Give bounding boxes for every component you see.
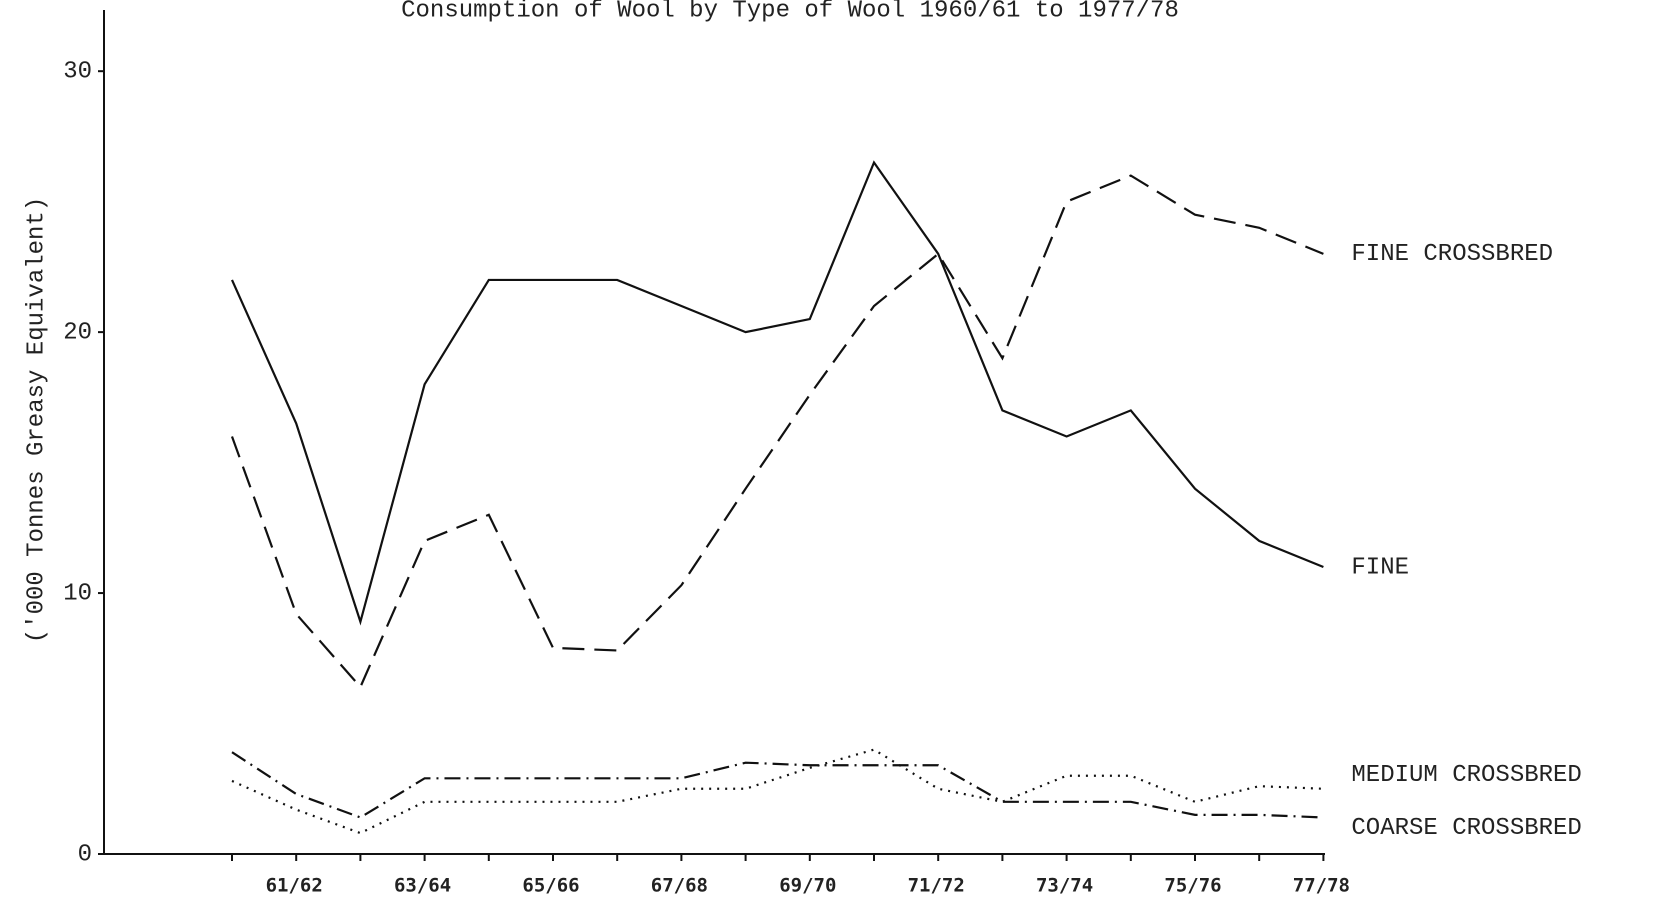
- series-line: [231, 748, 1324, 835]
- y-tick-label: 20: [63, 319, 92, 346]
- x-tick-label: 67/68: [651, 875, 708, 897]
- series-line: [230, 160, 1324, 626]
- series-label: COARSE CROSSBRED: [1351, 815, 1581, 842]
- chart-title: Consumption of Wool by Type of Wool 1960…: [401, 0, 1179, 24]
- x-tick-label: 71/72: [908, 875, 965, 897]
- y-tick-label: 0: [78, 841, 92, 868]
- series-label: FINE: [1351, 554, 1409, 581]
- series-line: [230, 174, 1324, 690]
- series-label: MEDIUM CROSSBRED: [1351, 762, 1581, 789]
- x-tick-label: 65/66: [522, 875, 579, 897]
- x-tick-label: 69/70: [779, 875, 836, 897]
- x-tick-label: 75/76: [1164, 875, 1221, 897]
- series-label: FINE CROSSBRED: [1351, 241, 1553, 268]
- x-tick-label: 61/62: [266, 875, 323, 897]
- x-tick-label: 63/64: [394, 875, 451, 897]
- series-line: [231, 751, 1324, 819]
- y-axis-label: ('000 Tonnes Greasy Equivalent): [23, 197, 50, 643]
- x-tick-label: 73/74: [1036, 875, 1093, 897]
- y-tick-label: 10: [63, 580, 92, 607]
- y-tick-label: 30: [63, 59, 92, 86]
- x-tick-label: 77/78: [1293, 875, 1350, 897]
